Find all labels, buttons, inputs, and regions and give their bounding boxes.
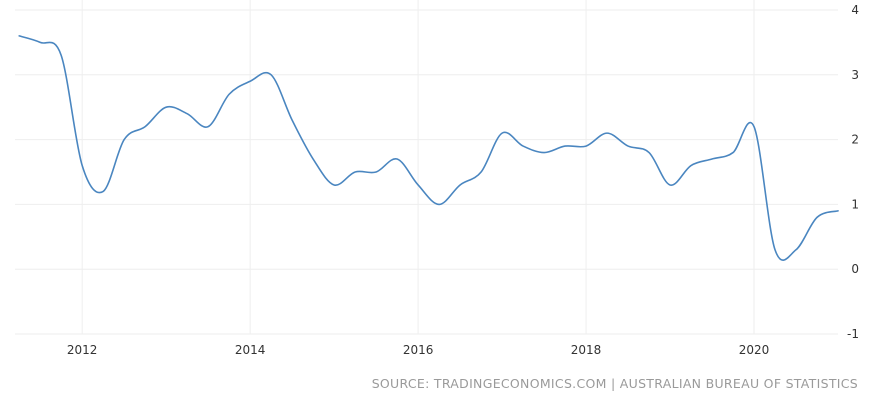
series-line: [18, 35, 839, 261]
horizontal-gridlines: [15, 9, 838, 335]
x-tick-label: 2016: [403, 343, 434, 357]
x-tick-label: 2018: [571, 343, 602, 357]
y-tick-label: 4: [851, 3, 859, 17]
x-tick-label: 2020: [739, 343, 770, 357]
y-tick-label: 0: [851, 262, 859, 276]
y-axis-tick-labels: -1 0 1 2 3 4: [847, 3, 859, 341]
y-tick-label: 2: [851, 133, 859, 147]
y-tick-label: 3: [851, 68, 859, 82]
y-tick-label: -1: [847, 327, 859, 341]
y-tick-label: 1: [851, 197, 859, 211]
x-axis-tick-labels: 2012 2014 2016 2018 2020: [67, 343, 769, 357]
vertical-gridlines: [81, 0, 755, 334]
x-tick-label: 2014: [235, 343, 266, 357]
x-tick-label: 2012: [67, 343, 98, 357]
source-note: SOURCE: TRADINGECONOMICS.COM | AUSTRALIA…: [371, 376, 858, 391]
